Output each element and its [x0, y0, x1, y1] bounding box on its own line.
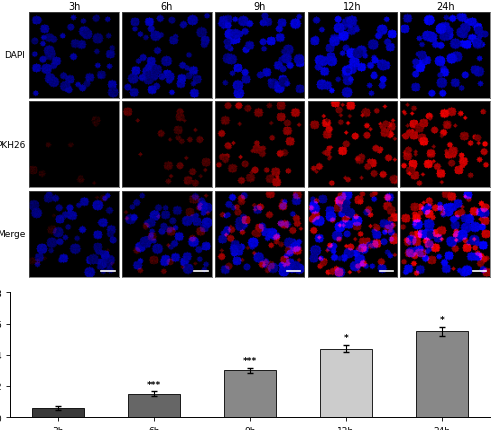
- Text: PKH26: PKH26: [0, 141, 26, 150]
- Bar: [416, 332, 469, 417]
- Text: ***: ***: [147, 380, 161, 389]
- Text: *: *: [440, 315, 444, 324]
- Title: 6h: 6h: [160, 2, 173, 12]
- Text: Merge: Merge: [0, 230, 26, 239]
- Text: ***: ***: [243, 356, 257, 366]
- Text: *: *: [344, 333, 348, 342]
- Title: 3h: 3h: [68, 2, 80, 12]
- Bar: [32, 408, 84, 417]
- Bar: [320, 349, 372, 417]
- Bar: [128, 394, 180, 417]
- Title: 24h: 24h: [436, 2, 454, 12]
- Text: DAPI: DAPI: [4, 51, 25, 60]
- Title: 12h: 12h: [343, 2, 361, 12]
- Title: 9h: 9h: [254, 2, 266, 12]
- Bar: [224, 371, 276, 417]
